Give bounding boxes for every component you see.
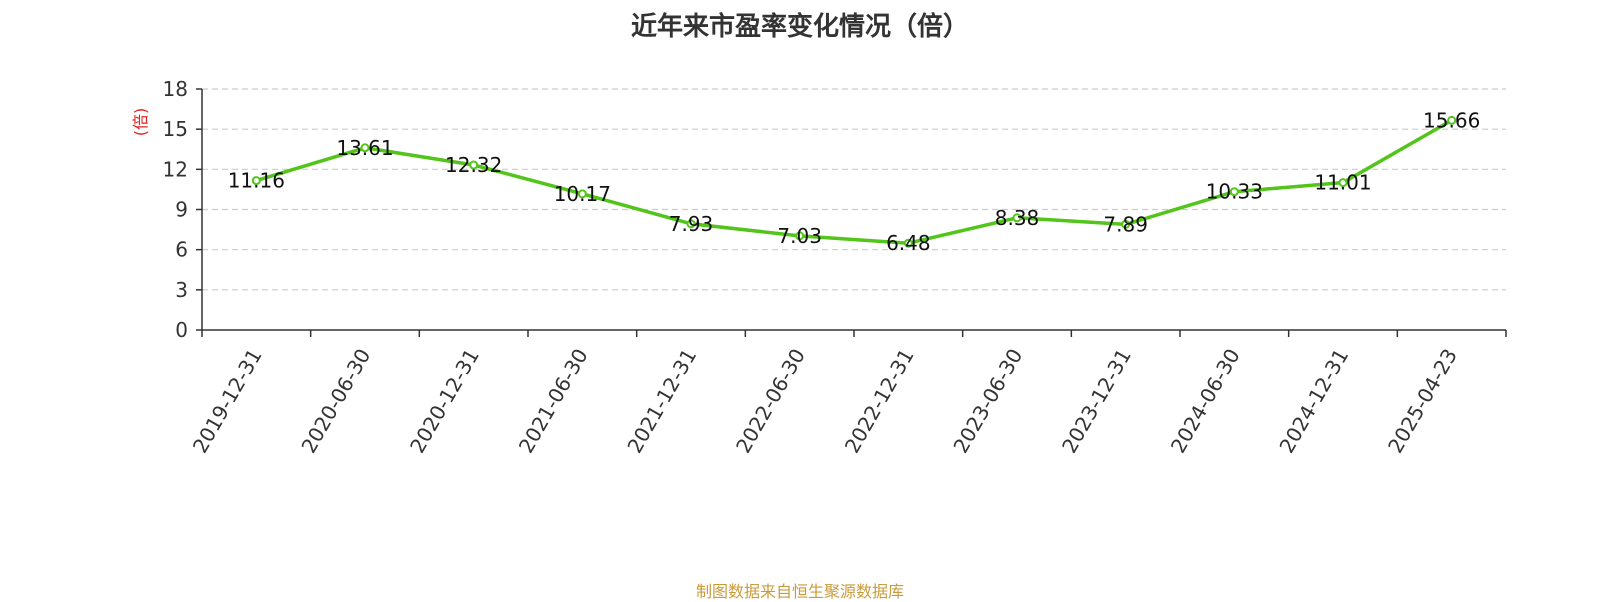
data-point [1447, 115, 1457, 125]
data-label: 12.32 [445, 153, 502, 177]
data-point [795, 231, 805, 241]
data-label: 11.01 [1314, 171, 1371, 195]
data-labels: 11.16 13.61 12.32 10.17 7.93 7.03 6.48 8.38 7.89… [228, 108, 1481, 255]
x-tick-label: 2022-12-31 [840, 344, 919, 457]
data-label: 6.48 [886, 231, 931, 255]
data-point [251, 176, 261, 186]
y-tick-label: 15 [163, 117, 188, 141]
x-tick-label: 2021-12-31 [622, 345, 701, 458]
data-point [360, 143, 370, 153]
data-label: 7.89 [1103, 212, 1148, 236]
data-point [469, 160, 479, 170]
y-tick-label: 18 [163, 77, 188, 101]
x-tick-label: 2023-06-30 [948, 345, 1027, 458]
data-label: 7.03 [777, 224, 822, 248]
chart-title: 近年来市盈率变化情况（倍） [630, 12, 969, 42]
data-point [1229, 187, 1239, 197]
source-note: 制图数据来自恒生聚源数据库 [695, 582, 904, 601]
data-label: 11.16 [228, 169, 285, 193]
x-tick-label: 2019-12-31 [188, 345, 267, 458]
data-point [577, 189, 587, 199]
x-tick-label: 2023-12-31 [1057, 345, 1136, 458]
x-axis: 2019-12-31 2020-06-30 2020-12-31 2021-06-30… [188, 329, 1507, 458]
y-tick-label: 3 [175, 278, 188, 302]
grid-lines [202, 88, 1506, 291]
y-tick-label: 0 [175, 318, 188, 342]
data-label: 10.17 [554, 182, 611, 206]
data-label: 13.61 [336, 136, 393, 160]
data-point [1012, 213, 1022, 223]
x-tick-label: 2024-12-31 [1274, 345, 1353, 458]
y-axis: 0 3 6 9 12 15 18 [163, 77, 203, 342]
x-tick-label: 2024-06-30 [1166, 345, 1245, 458]
data-label: 7.93 [669, 212, 714, 236]
data-point [686, 219, 696, 229]
y-tick-label: 9 [175, 198, 188, 222]
series-line-group [251, 115, 1457, 248]
x-tick-label: 2020-12-31 [405, 344, 484, 457]
y-axis-label: (倍) [131, 108, 150, 137]
x-tick-label: 2021-06-30 [514, 345, 593, 458]
y-tick-label: 12 [163, 157, 188, 181]
y-tick-label: 6 [175, 238, 188, 262]
data-point [1338, 178, 1348, 188]
data-label: 15.66 [1423, 108, 1480, 132]
data-label: 10.33 [1206, 180, 1263, 204]
x-tick-label: 2025-04-23 [1383, 345, 1462, 458]
data-point [1121, 219, 1131, 229]
data-label: 8.38 [995, 206, 1040, 230]
x-tick-label: 2022-06-30 [731, 345, 810, 458]
x-tick-label: 2020-06-30 [296, 345, 375, 458]
data-point [903, 238, 913, 248]
series-line [254, 118, 1454, 245]
